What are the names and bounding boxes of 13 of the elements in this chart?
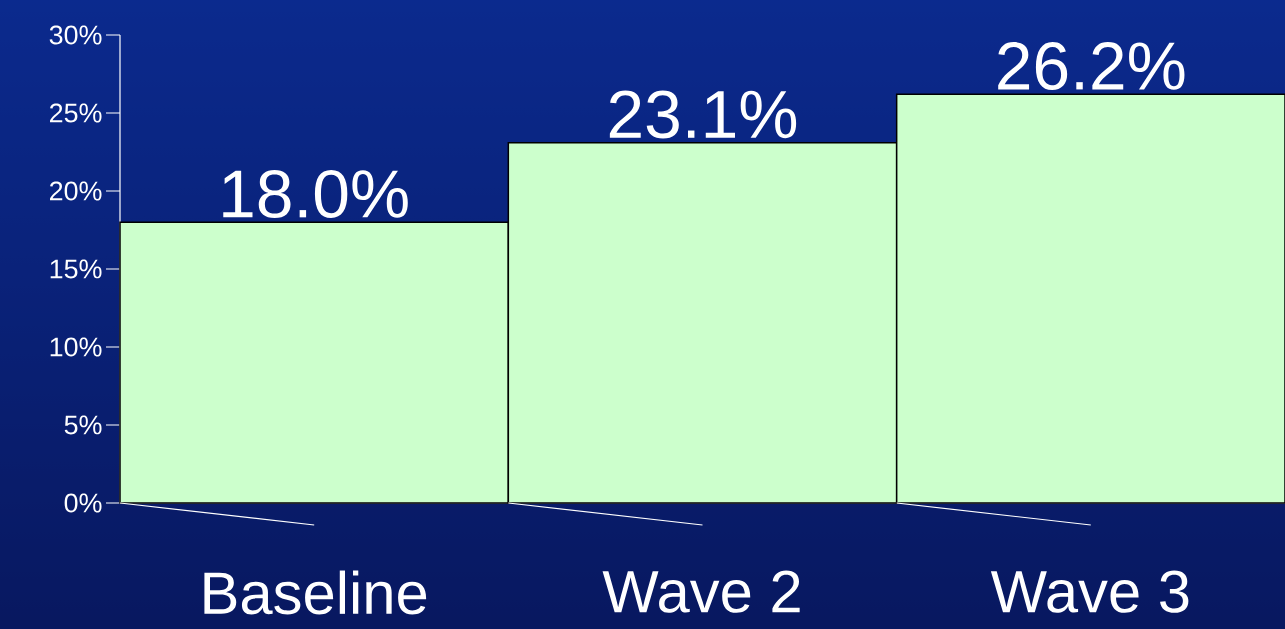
x-tick-label: Wave 2: [602, 570, 800, 613]
data-label: 23.1%: [609, 90, 797, 139]
y-tick-label: 5%: [64, 415, 102, 435]
y-tick-label: 10%: [50, 337, 102, 357]
y-tick-label: 30%: [49, 25, 102, 45]
x-tick-label: Baseline: [204, 570, 427, 615]
y-tick-label: 25%: [50, 103, 102, 123]
x-tick-label: Wave 3: [990, 570, 1189, 613]
y-tick-label: 0%: [64, 493, 102, 513]
data-label: 18.0%: [223, 170, 408, 218]
y-tick-label: 20%: [50, 181, 102, 201]
data-label: 26.2%: [998, 42, 1185, 91]
y-tick-label: 15%: [50, 259, 102, 279]
